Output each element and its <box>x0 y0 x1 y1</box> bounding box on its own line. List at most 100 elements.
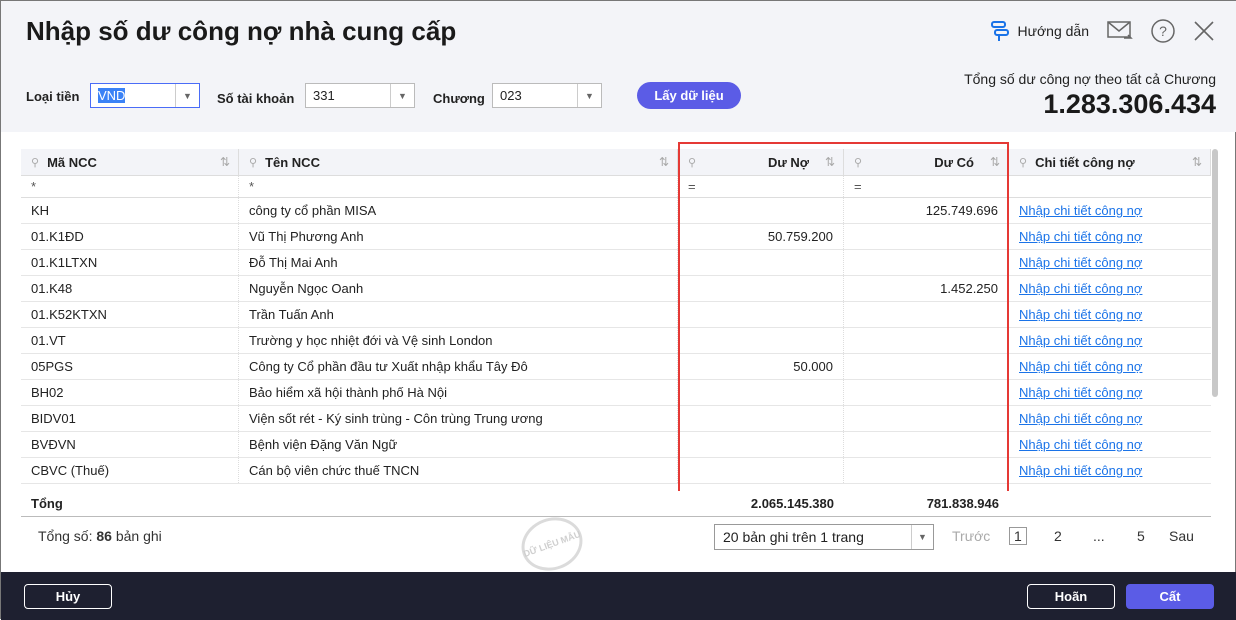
help-icon[interactable]: ? <box>1151 19 1175 43</box>
sort-icon[interactable]: ⇅ <box>658 155 669 169</box>
cell-detail[interactable]: Nhập chi tiết công nợ <box>1009 458 1211 483</box>
cell-debit[interactable] <box>678 380 844 405</box>
save-button[interactable]: Cất <box>1126 584 1214 609</box>
cell-debit[interactable] <box>678 276 844 301</box>
fetch-data-button[interactable]: Lấy dữ liệu <box>637 82 741 109</box>
chapter-select[interactable]: 023 ▼ <box>492 83 602 108</box>
cell-text: Đỗ Thị Mai Anh <box>249 255 338 270</box>
col-label: Dư Nợ <box>767 154 809 170</box>
cell-detail[interactable]: Nhập chi tiết công nợ <box>1009 198 1211 223</box>
table-row[interactable]: KH công ty cổ phần MISA 125.749.696 Nhập ch… <box>21 198 1211 224</box>
chevron-down-icon: ▼ <box>390 84 414 107</box>
sort-icon[interactable]: ⇅ <box>1191 155 1202 169</box>
table-row[interactable]: BH02 Bảo hiểm xã hội thành phố Hà Nội Nhập… <box>21 380 1211 406</box>
cell-debit[interactable] <box>678 406 844 431</box>
cell-detail[interactable]: Nhập chi tiết công nợ <box>1009 406 1211 431</box>
guide-button[interactable]: Hướng dẫn <box>990 20 1089 42</box>
page-5[interactable]: 5 <box>1137 528 1145 544</box>
table-row[interactable]: 01.K48 Nguyễn Ngọc Oanh 1.452.250 Nhập chi … <box>21 276 1211 302</box>
col-header-code[interactable]: ⚲ Mã NCC ⇅ <box>21 149 239 175</box>
sort-icon[interactable]: ⇅ <box>219 155 230 169</box>
detail-link[interactable]: Nhập chi tiết công nợ <box>1019 203 1143 218</box>
pin-icon[interactable]: ⚲ <box>249 156 258 169</box>
pin-icon[interactable]: ⚲ <box>854 156 863 169</box>
cell-detail[interactable]: Nhập chi tiết công nợ <box>1009 250 1211 275</box>
cell-detail[interactable]: Nhập chi tiết công nợ <box>1009 432 1211 457</box>
detail-link[interactable]: Nhập chi tiết công nợ <box>1019 281 1143 296</box>
cell-debit[interactable]: 50.759.200 <box>678 224 844 249</box>
cell-debit[interactable]: 50.000 <box>678 354 844 379</box>
account-select[interactable]: 331 ▼ <box>305 83 415 108</box>
cell-detail[interactable]: Nhập chi tiết công nợ <box>1009 380 1211 405</box>
account-value: 331 <box>313 88 335 103</box>
table-row[interactable]: BIDV01 Viện sốt rét - Ký sinh trùng - Côn… <box>21 406 1211 432</box>
detail-link[interactable]: Nhập chi tiết công nợ <box>1019 411 1143 426</box>
cell-detail[interactable]: Nhập chi tiết công nợ <box>1009 328 1211 353</box>
cell-code: 01.K1LTXN <box>21 250 239 275</box>
detail-link[interactable]: Nhập chi tiết công nợ <box>1019 437 1143 452</box>
mail-forward-icon[interactable] <box>1107 20 1133 42</box>
page-1[interactable]: 1 <box>1009 527 1027 545</box>
detail-link[interactable]: Nhập chi tiết công nợ <box>1019 255 1143 270</box>
cell-detail[interactable]: Nhập chi tiết công nợ <box>1009 276 1211 301</box>
total-credit: 781.838.946 <box>926 496 999 511</box>
cell-detail[interactable]: Nhập chi tiết công nợ <box>1009 354 1211 379</box>
filter-code[interactable]: * <box>21 176 239 197</box>
next-page[interactable]: Sau <box>1169 528 1194 544</box>
table-row[interactable]: 05PGS Công ty Cổ phần đầu tư Xuất nhập kh… <box>21 354 1211 380</box>
filter-name[interactable]: * <box>239 176 678 197</box>
table-row[interactable]: CBVC (Thuế) Cán bộ viên chức thuế TNCN Nhậ… <box>21 458 1211 484</box>
pin-icon[interactable]: ⚲ <box>1019 156 1028 169</box>
page-2[interactable]: 2 <box>1054 528 1062 544</box>
summary-value: 1.283.306.434 <box>1043 89 1216 119</box>
page-title: Nhập số dư công nợ nhà cung cấp <box>26 16 457 46</box>
cell-name: Nguyễn Ngọc Oanh <box>239 276 678 301</box>
page-size-select[interactable]: 20 bản ghi trên 1 trang ▼ <box>714 524 934 550</box>
close-icon[interactable] <box>1193 20 1215 42</box>
sample-data-stamp: DỮ LIỆU MẪU <box>513 508 591 580</box>
cell-text: 50.000 <box>793 359 833 374</box>
cell-code: 01.K48 <box>21 276 239 301</box>
table-row[interactable]: 01.K1ĐD Vũ Thị Phương Anh 50.759.200 Nhập c… <box>21 224 1211 250</box>
table-row[interactable]: 01.K1LTXN Đỗ Thị Mai Anh Nhập chi tiết côn… <box>21 250 1211 276</box>
cell-debit[interactable] <box>678 458 844 483</box>
cell-name: Công ty Cổ phần đầu tư Xuất nhập khẩu Tâ… <box>239 354 678 379</box>
col-label: Dư Có <box>934 154 974 170</box>
filter-debit[interactable]: = <box>678 176 844 197</box>
cell-debit[interactable] <box>678 328 844 353</box>
page-ellipsis: ... <box>1093 528 1105 544</box>
cell-name: Cán bộ viên chức thuế TNCN <box>239 458 678 483</box>
vertical-scrollbar[interactable] <box>1212 149 1218 397</box>
detail-link[interactable]: Nhập chi tiết công nợ <box>1019 359 1143 374</box>
record-count: Tổng số: 86 bản ghi <box>38 528 162 544</box>
col-header-name[interactable]: ⚲ Tên NCC ⇅ <box>239 149 678 175</box>
cell-debit[interactable] <box>678 250 844 275</box>
table-row[interactable]: 01.VT Trường y học nhiệt đới và Vệ sinh L… <box>21 328 1211 354</box>
table-row[interactable]: 01.K52KTXN Trần Tuấn Anh Nhập chi tiết côn… <box>21 302 1211 328</box>
detail-link[interactable]: Nhập chi tiết công nợ <box>1019 463 1143 478</box>
detail-link[interactable]: Nhập chi tiết công nợ <box>1019 333 1143 348</box>
cell-text: 05PGS <box>31 359 73 374</box>
cell-detail[interactable]: Nhập chi tiết công nợ <box>1009 224 1211 249</box>
detail-link[interactable]: Nhập chi tiết công nợ <box>1019 229 1143 244</box>
filter-detail[interactable] <box>1009 176 1211 197</box>
cell-debit[interactable] <box>678 432 844 457</box>
cell-debit[interactable] <box>678 198 844 223</box>
col-header-debit[interactable]: ⚲ Dư Nợ ⇅ <box>678 149 844 175</box>
cancel-button[interactable]: Hủy <box>24 584 112 609</box>
sort-icon[interactable]: ⇅ <box>989 155 1000 169</box>
currency-label: Loại tiền <box>26 89 80 104</box>
detail-link[interactable]: Nhập chi tiết công nợ <box>1019 385 1143 400</box>
detail-link[interactable]: Nhập chi tiết công nợ <box>1019 307 1143 322</box>
pin-icon[interactable]: ⚲ <box>688 156 697 169</box>
cell-debit[interactable] <box>678 302 844 327</box>
currency-select[interactable]: VND ▼ <box>90 83 200 108</box>
prev-page[interactable]: Trước <box>952 528 991 544</box>
cell-code: KH <box>21 198 239 223</box>
sort-icon[interactable]: ⇅ <box>824 155 835 169</box>
table-row[interactable]: BVĐVN Bệnh viện Đặng Văn Ngữ Nhập chi tiết… <box>21 432 1211 458</box>
undo-button[interactable]: Hoãn <box>1027 584 1115 609</box>
pin-icon[interactable]: ⚲ <box>31 156 40 169</box>
col-header-detail[interactable]: ⚲ Chi tiết công nợ ⇅ <box>1009 149 1211 175</box>
cell-detail[interactable]: Nhập chi tiết công nợ <box>1009 302 1211 327</box>
